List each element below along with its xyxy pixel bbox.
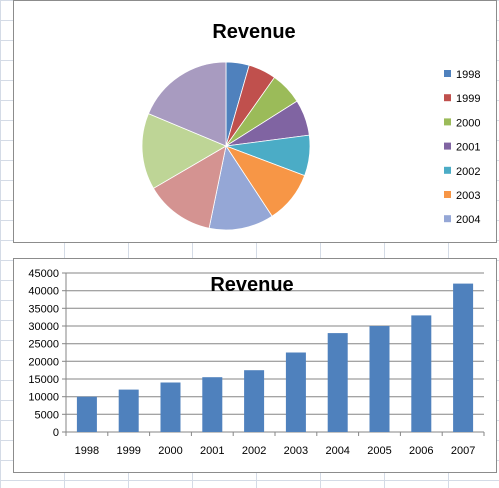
bar-1999 <box>118 389 139 432</box>
legend-label-2004: 2004 <box>456 214 480 226</box>
x-tick-label-2006: 2006 <box>409 445 433 457</box>
legend-label-2000: 2000 <box>456 117 480 129</box>
pie-slice-2004 <box>208 144 273 231</box>
pie-chart-area[interactable]: Revenue 1998 1999 2000 2001 2002 2003 2004 <box>13 0 497 243</box>
y-tick-label-10000: 10000 <box>28 392 59 404</box>
bar-series <box>76 283 474 432</box>
legend-label-2003: 2003 <box>456 190 480 202</box>
legend-label-2002: 2002 <box>456 166 480 178</box>
x-tick-label-2000: 2000 <box>158 445 182 457</box>
y-tick-label-20000: 20000 <box>28 356 59 368</box>
pie-slices <box>141 61 311 231</box>
bar-chart: 0 5000 10000 15000 20000 25000 30000 35000 40000… <box>28 268 485 457</box>
legend-label-2001: 2001 <box>456 142 480 154</box>
y-tick-label-0: 0 <box>53 427 59 439</box>
bar-1998 <box>76 396 97 432</box>
bar-2001 <box>202 377 223 432</box>
y-tick-label-5000: 5000 <box>35 409 59 421</box>
y-tick-label-35000: 35000 <box>28 303 59 315</box>
bar-2005 <box>369 326 390 432</box>
y-tick-label-25000: 25000 <box>28 339 59 351</box>
bar-x-axis-ticks: 1998 1999 2000 2001 2002 2003 2004 2005 2006 2007 <box>65 432 485 457</box>
legend-swatch-2004 <box>444 215 451 223</box>
legend-swatch-1998 <box>444 70 451 77</box>
bar-chart-title: Revenue <box>210 274 293 296</box>
legend-label-1999: 1999 <box>456 93 480 105</box>
pie-slice-2007 <box>147 61 227 147</box>
y-tick-label-40000: 40000 <box>28 286 59 298</box>
x-tick-label-1998: 1998 <box>75 445 99 457</box>
x-tick-label-2001: 2001 <box>200 445 224 457</box>
bar-2003 <box>285 352 306 432</box>
pie-chart: Revenue 1998 1999 2000 2001 2002 2003 2004 <box>141 21 480 231</box>
x-tick-label-2003: 2003 <box>284 445 308 457</box>
bar-2000 <box>160 382 181 432</box>
legend-swatch-2000 <box>444 118 451 126</box>
pie-legend: 1998 1999 2000 2001 2002 2003 2004 <box>444 69 480 226</box>
x-tick-label-2002: 2002 <box>242 445 266 457</box>
legend-swatch-2003 <box>444 191 451 198</box>
legend-swatch-1999 <box>444 94 451 102</box>
legend-label-1998: 1998 <box>456 69 480 81</box>
bar-2004 <box>327 333 348 432</box>
legend-swatch-2001 <box>444 142 451 150</box>
bar-y-axis-ticks: 0 5000 10000 15000 20000 25000 30000 35000 40000… <box>28 268 59 439</box>
x-tick-label-2007: 2007 <box>451 445 475 457</box>
x-tick-label-2004: 2004 <box>325 445 349 457</box>
pie-slice-2005 <box>152 145 227 229</box>
y-tick-label-45000: 45000 <box>28 268 59 280</box>
x-tick-label-1999: 1999 <box>116 445 140 457</box>
bar-chart-area[interactable]: 0 5000 10000 15000 20000 25000 30000 35000 40000… <box>13 258 497 473</box>
pie-chart-title: Revenue <box>212 21 295 43</box>
y-tick-label-30000: 30000 <box>28 321 59 333</box>
bar-2002 <box>244 370 265 432</box>
bar-2006 <box>411 315 432 432</box>
pie-slice-2006 <box>141 113 227 189</box>
y-tick-label-15000: 15000 <box>28 374 59 386</box>
legend-swatch-2002 <box>444 166 451 174</box>
bar-2007 <box>453 283 474 432</box>
x-tick-label-2005: 2005 <box>367 445 391 457</box>
